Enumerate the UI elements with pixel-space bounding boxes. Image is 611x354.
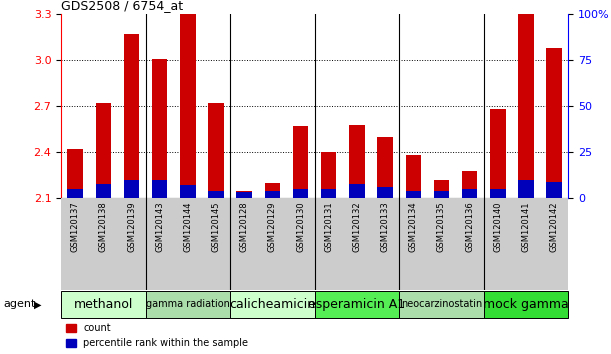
- FancyBboxPatch shape: [315, 291, 399, 318]
- Bar: [180, 14, 196, 185]
- Text: GSM120140: GSM120140: [493, 201, 502, 251]
- Bar: [208, 103, 224, 191]
- Text: GSM120141: GSM120141: [521, 201, 530, 251]
- Bar: [95, 103, 111, 183]
- Text: mock gamma: mock gamma: [483, 298, 569, 311]
- Bar: [349, 183, 365, 198]
- Bar: [378, 137, 393, 187]
- Bar: [546, 182, 562, 198]
- Text: GSM120137: GSM120137: [71, 201, 79, 252]
- Bar: [152, 59, 167, 180]
- Text: GSM120133: GSM120133: [381, 201, 390, 252]
- Bar: [293, 189, 309, 198]
- Bar: [321, 152, 337, 189]
- Bar: [434, 180, 449, 191]
- Bar: [434, 191, 449, 198]
- Text: agent: agent: [3, 299, 35, 309]
- Bar: [462, 171, 477, 189]
- Text: GSM120138: GSM120138: [99, 201, 108, 252]
- Text: GSM120129: GSM120129: [268, 201, 277, 251]
- Text: GSM120134: GSM120134: [409, 201, 418, 252]
- Bar: [518, 180, 534, 198]
- Bar: [546, 48, 562, 182]
- Text: GDS2508 / 6754_at: GDS2508 / 6754_at: [61, 0, 183, 12]
- Bar: [67, 189, 83, 198]
- Bar: [124, 34, 139, 180]
- Text: GSM120145: GSM120145: [211, 201, 221, 251]
- Text: GSM120139: GSM120139: [127, 201, 136, 252]
- Text: GSM120132: GSM120132: [353, 201, 362, 252]
- Bar: [293, 126, 309, 189]
- Bar: [378, 187, 393, 198]
- Text: gamma radiation: gamma radiation: [146, 299, 230, 309]
- Text: GSM120128: GSM120128: [240, 201, 249, 252]
- Bar: [406, 191, 421, 198]
- Bar: [236, 191, 252, 192]
- FancyBboxPatch shape: [484, 291, 568, 318]
- Bar: [95, 183, 111, 198]
- FancyBboxPatch shape: [145, 291, 230, 318]
- Bar: [518, 14, 534, 180]
- Bar: [124, 180, 139, 198]
- Bar: [349, 125, 365, 183]
- Bar: [490, 189, 505, 198]
- Text: esperamicin A1: esperamicin A1: [309, 298, 406, 311]
- Bar: [321, 189, 337, 198]
- Text: neocarzinostatin: neocarzinostatin: [401, 299, 482, 309]
- Text: methanol: methanol: [74, 298, 133, 311]
- Text: GSM120142: GSM120142: [550, 201, 558, 251]
- FancyBboxPatch shape: [230, 291, 315, 318]
- Bar: [152, 180, 167, 198]
- Bar: [265, 191, 280, 198]
- Bar: [180, 185, 196, 198]
- Text: ▶: ▶: [34, 299, 41, 309]
- Text: calicheamicin: calicheamicin: [229, 298, 315, 311]
- Bar: [462, 189, 477, 198]
- Bar: [67, 149, 83, 189]
- Text: GSM120131: GSM120131: [324, 201, 333, 252]
- Bar: [236, 191, 252, 198]
- Bar: [208, 191, 224, 198]
- Text: GSM120144: GSM120144: [183, 201, 192, 251]
- Bar: [406, 155, 421, 191]
- Text: GSM120130: GSM120130: [296, 201, 305, 252]
- FancyBboxPatch shape: [61, 291, 145, 318]
- Bar: [490, 109, 505, 189]
- Bar: [265, 183, 280, 191]
- Legend: count, percentile rank within the sample: count, percentile rank within the sample: [66, 324, 249, 348]
- Text: GSM120143: GSM120143: [155, 201, 164, 252]
- Text: GSM120135: GSM120135: [437, 201, 446, 252]
- Text: GSM120136: GSM120136: [465, 201, 474, 252]
- FancyBboxPatch shape: [399, 291, 484, 318]
